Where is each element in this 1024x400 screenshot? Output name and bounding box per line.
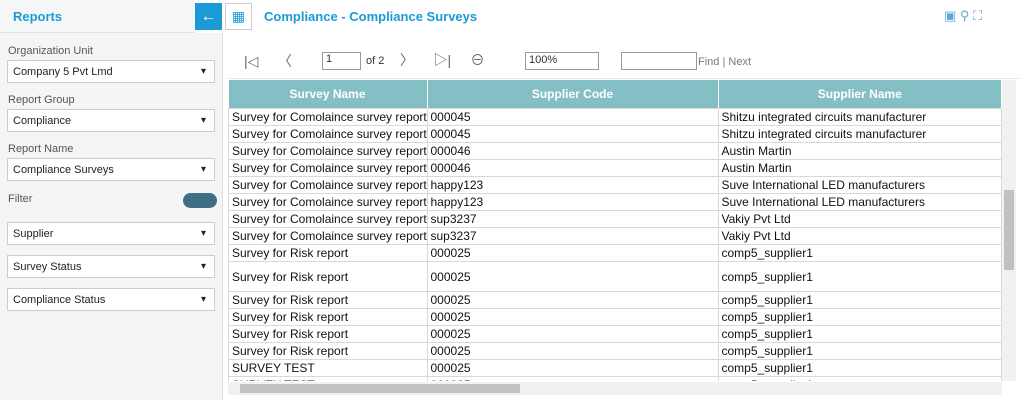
table-cell: 000025: [426, 342, 719, 360]
field-label: Report Name: [8, 143, 74, 155]
table-cell: 000045: [426, 125, 719, 143]
back-button[interactable]: ←: [195, 3, 222, 30]
sidebar-header: Reports: [0, 0, 195, 33]
table-cell: sup3237: [426, 227, 719, 245]
table-cell: Austin Martin: [717, 142, 1002, 160]
table-row: Survey for Comolaince survey report happy…: [228, 193, 1002, 211]
table-cell: Survey for Comolaince survey report: [228, 142, 428, 160]
table-cell: 000025: [426, 376, 719, 381]
next[interactable]: Next: [728, 56, 752, 68]
toolbar: |◁ 〈 1 of 2 〉 ▷| ⊖ 100% Find | Next: [228, 42, 1020, 79]
table-cell: 000025: [426, 261, 719, 292]
table-row: Survey for Risk report 000025 comp5_suppli…: [228, 291, 1002, 309]
table-cell: comp5_supplier1: [717, 376, 1002, 381]
table-cell: Survey for Risk report: [228, 308, 428, 326]
table-cell: Survey for Comolaince survey report: [228, 125, 428, 143]
table-cell: Survey for Comolaince survey report: [228, 176, 428, 194]
find-input[interactable]: [621, 52, 697, 70]
table-row: Survey for Comolaince survey report sup32…: [228, 227, 1002, 245]
table-cell: Survey for Risk report: [228, 325, 428, 343]
page-input[interactable]: 1: [322, 52, 361, 70]
table-row: Survey for Risk report 000025 comp5_suppli…: [228, 308, 1002, 326]
find[interactable]: Find: [698, 56, 720, 68]
table-cell: comp5_supplier1: [717, 342, 1002, 360]
filter-select[interactable]: Supplier: [7, 222, 215, 245]
table-row: Survey for Risk report 000025 comp5_suppli…: [228, 325, 1002, 343]
separator: |: [722, 56, 726, 68]
table-cell: Survey for Comolaince survey report: [228, 108, 428, 126]
table-cell: Survey for Comolaince survey report: [228, 227, 428, 245]
h-scrollbar[interactable]: [228, 382, 1002, 395]
table-cell: 000025: [426, 308, 719, 326]
sidebar-title: Reports: [13, 9, 63, 24]
table-cell: Survey for Comolaince survey report: [228, 193, 428, 211]
table-cell: comp5_supplier1: [717, 261, 1002, 292]
page-count: of 2: [366, 55, 385, 67]
select[interactable]: Compliance Surveys: [7, 158, 215, 181]
select[interactable]: Company 5 Pvt Lmd: [7, 60, 215, 83]
table-cell: 000046: [426, 142, 719, 160]
table-cell: Suve International LED manufacturers: [717, 193, 1002, 211]
filter-select[interactable]: Compliance Status: [7, 288, 215, 311]
table-cell: 000025: [426, 291, 719, 309]
table-cell: Survey for Comolaince survey report: [228, 210, 428, 228]
filter-toggle[interactable]: [183, 193, 217, 208]
table-cell: SURVEY TEST: [228, 359, 428, 377]
select[interactable]: Compliance: [7, 109, 215, 132]
column-header: Supplier Name: [718, 80, 1002, 109]
field-label: Report Group: [8, 94, 75, 106]
page-title: Compliance - Compliance Surveys: [264, 9, 478, 24]
table-cell: Vakiy Pvt Ltd: [717, 210, 1002, 228]
field-label: Organization Unit: [8, 45, 93, 57]
table-row: Survey for Comolaince survey report 00004…: [228, 125, 1002, 143]
table-cell: comp5_supplier1: [717, 291, 1002, 309]
table-cell: 000025: [426, 359, 719, 377]
table-cell: comp5_supplier1: [717, 244, 1002, 262]
table-cell: Survey for Risk report: [228, 244, 428, 262]
table-cell: 000045: [426, 108, 719, 126]
column-header: Survey Name: [228, 80, 428, 109]
report-table: Survey Name Supplier Code Supplier Name Sur…: [228, 80, 1002, 381]
sidebar: [0, 33, 223, 400]
table-row: Survey for Comolaince survey report sup32…: [228, 210, 1002, 228]
zoom-select[interactable]: 100%: [525, 52, 599, 70]
table-cell: happy123: [426, 193, 719, 211]
table-cell: Suve International LED manufacturers: [717, 176, 1002, 194]
filter-select[interactable]: Survey Status: [7, 255, 215, 278]
v-scrollbar[interactable]: [1002, 80, 1016, 381]
table-cell: 000025: [426, 244, 719, 262]
table-cell: comp5_supplier1: [717, 325, 1002, 343]
column-header: Supplier Code: [427, 80, 719, 109]
table-cell: Survey for Risk report: [228, 342, 428, 360]
table-cell: 000046: [426, 159, 719, 177]
table-cell: 000025: [426, 325, 719, 343]
table-row: Survey for Risk report 000025 comp5_suppli…: [228, 244, 1002, 262]
table-cell: SURVEY TEST: [228, 376, 428, 381]
table-row: Survey for Comolaince survey report 00004…: [228, 142, 1002, 160]
table-cell: Survey for Risk report: [228, 261, 428, 292]
table-cell: comp5_supplier1: [717, 308, 1002, 326]
table-cell: sup3237: [426, 210, 719, 228]
icons[interactable]: ▣ ⚲ ⛶: [944, 8, 983, 23]
table-cell: Survey for Risk report: [228, 291, 428, 309]
table-row: Survey for Comolaince survey report happy…: [228, 176, 1002, 194]
table-row: Survey for Risk report 000025 comp5_suppli…: [228, 261, 1002, 292]
table-cell: Austin Martin: [717, 159, 1002, 177]
table-row: Survey for Risk report 000025 comp5_suppli…: [228, 342, 1002, 360]
table-row: Survey for Comolaince survey report 00004…: [228, 159, 1002, 177]
table-cell: comp5_supplier1: [717, 359, 1002, 377]
grid-icon[interactable]: ▦: [225, 3, 252, 30]
table-cell: Survey for Comolaince survey report: [228, 159, 428, 177]
table-cell: happy123: [426, 176, 719, 194]
filter-label: Filter: [8, 193, 33, 205]
table-cell: Shitzu integrated circuits manufacturer: [717, 108, 1002, 126]
table-cell: Shitzu integrated circuits manufacturer: [717, 125, 1002, 143]
table-cell: Vakiy Pvt Ltd: [717, 227, 1002, 245]
table-row: Survey for Comolaince survey report 00004…: [228, 108, 1002, 126]
